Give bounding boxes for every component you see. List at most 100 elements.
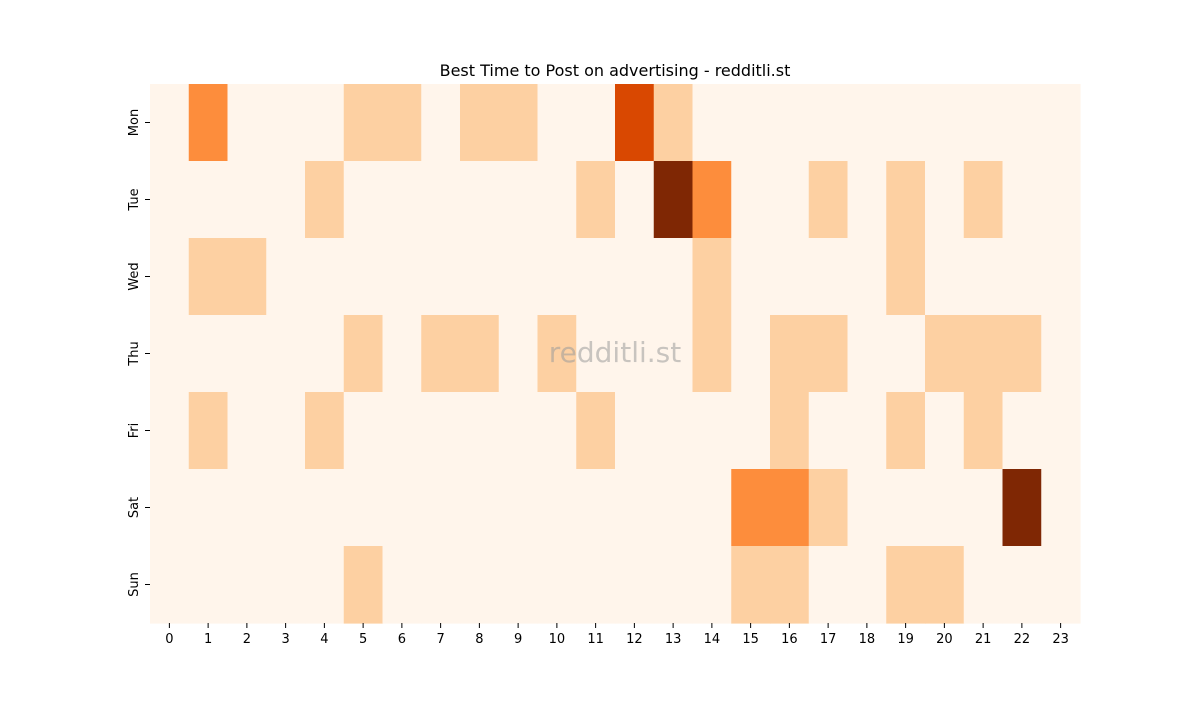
heatmap-cell-sat-6	[382, 469, 422, 547]
heatmap-cell-fri-7	[421, 392, 461, 470]
heatmap-cell-thu-1	[188, 315, 229, 393]
heatmap-cell-tue-2	[227, 161, 267, 239]
heatmap-cell-tue-20	[925, 161, 965, 239]
heatmap-cell-wed-12	[615, 238, 655, 316]
heatmap-cell-sun-7	[421, 546, 461, 624]
heatmap-cell-thu-0	[150, 315, 190, 393]
heatmap-cell-sat-18	[847, 469, 887, 547]
heatmap-cell-fri-1	[188, 392, 229, 470]
heatmap-cell-sun-12	[615, 546, 655, 624]
heatmap-cell-tue-18	[847, 161, 887, 239]
heatmap-cell-fri-18	[847, 392, 887, 470]
heatmap-cell-sat-21	[963, 469, 1004, 547]
heatmap-cell-thu-15	[731, 315, 771, 393]
heatmap-cell-sun-20	[925, 546, 965, 624]
x-tick-label: 10	[549, 632, 566, 647]
heatmap-cell-thu-11	[576, 315, 616, 393]
heatmap-cell-mon-22	[1002, 84, 1042, 162]
heatmap-cell-sun-13	[653, 546, 694, 624]
x-tick-label: 11	[587, 632, 604, 647]
heatmap-cell-mon-15	[731, 84, 771, 162]
heatmap-cell-thu-8	[460, 315, 500, 393]
x-axis: 0 1 2 3 4 5 6 7 8 9 10 11 12 13 14 15 16 17 18 19 20 21 22 23	[165, 623, 1069, 647]
heatmap-cell-fri-22	[1002, 392, 1042, 470]
heatmap-cell-mon-23	[1041, 84, 1081, 162]
heatmap-cell-wed-18	[847, 238, 887, 316]
x-tick-label: 2	[243, 632, 251, 647]
heatmap-cell-mon-13	[653, 84, 694, 162]
heatmap-cell-tue-22	[1002, 161, 1042, 239]
x-tick-label: 21	[975, 632, 992, 647]
y-tick-label: Wed	[127, 262, 142, 290]
y-tick-label: Tue	[127, 188, 142, 211]
heatmap-cell-tue-4	[305, 161, 345, 239]
heatmap-cell-sat-11	[576, 469, 616, 547]
heatmap-cell-tue-3	[266, 161, 306, 239]
heatmap-cell-tue-7	[421, 161, 461, 239]
heatmap-cell-tue-17	[808, 161, 849, 239]
heatmap-cell-thu-13	[653, 315, 694, 393]
heatmap-cell-tue-11	[576, 161, 616, 239]
heatmap-cell-thu-18	[847, 315, 887, 393]
heatmap-cell-mon-7	[421, 84, 461, 162]
heatmap-cell-thu-16	[770, 315, 810, 393]
heatmap-cell-sun-22	[1002, 546, 1042, 624]
heatmap-cell-tue-8	[460, 161, 500, 239]
heatmap-cell-sun-16	[770, 546, 810, 624]
heatmap-cell-thu-21	[963, 315, 1004, 393]
heatmap-cell-mon-16	[770, 84, 810, 162]
heatmap-cell-thu-17	[808, 315, 849, 393]
x-tick-label: 17	[820, 632, 837, 647]
heatmap-cell-wed-0	[150, 238, 190, 316]
heatmap-cell-fri-13	[653, 392, 694, 470]
heatmap-cell-thu-3	[266, 315, 306, 393]
heatmap-cell-mon-5	[343, 84, 384, 162]
heatmap-cell-sun-23	[1041, 546, 1081, 624]
y-tick-label: Sat	[127, 497, 142, 518]
heatmap-cell-sun-3	[266, 546, 306, 624]
heatmap-cell-mon-20	[925, 84, 965, 162]
heatmap-cell-wed-7	[421, 238, 461, 316]
heatmap-cell-sat-15	[731, 469, 771, 547]
x-tick-label: 9	[514, 632, 522, 647]
heatmap-cell-fri-8	[460, 392, 500, 470]
heatmap-cell-sun-17	[808, 546, 849, 624]
heatmap-cell-fri-23	[1041, 392, 1081, 470]
heatmap-cell-thu-5	[343, 315, 384, 393]
heatmap-cell-fri-6	[382, 392, 422, 470]
heatmap-cell-sat-8	[460, 469, 500, 547]
heatmap-cell-wed-3	[266, 238, 306, 316]
x-tick-label: 23	[1052, 632, 1069, 647]
heatmap-cell-thu-2	[227, 315, 267, 393]
heatmap-cell-tue-19	[886, 161, 926, 239]
heatmap-cell-wed-23	[1041, 238, 1081, 316]
heatmap-cell-sat-10	[537, 469, 577, 547]
x-tick-label: 14	[704, 632, 721, 647]
x-tick-label: 4	[320, 632, 328, 647]
heatmap-cell-mon-9	[498, 84, 539, 162]
y-tick-label: Sun	[127, 572, 142, 597]
heatmap-cell-mon-17	[808, 84, 849, 162]
heatmap-cell-tue-0	[150, 161, 190, 239]
heatmap-cell-mon-1	[188, 84, 229, 162]
heatmap-cell-tue-9	[498, 161, 539, 239]
heatmap-cell-sat-3	[266, 469, 306, 547]
x-tick-label: 12	[626, 632, 643, 647]
heatmap-cell-fri-3	[266, 392, 306, 470]
x-tick-label: 1	[204, 632, 212, 647]
heatmap-cell-fri-21	[963, 392, 1004, 470]
heatmap-cell-sat-23	[1041, 469, 1081, 547]
heatmap-cell-mon-18	[847, 84, 887, 162]
x-tick-label: 15	[742, 632, 759, 647]
heatmap-cell-sat-7	[421, 469, 461, 547]
heatmap-cell-tue-14	[692, 161, 732, 239]
heatmap-cell-sat-19	[886, 469, 926, 547]
heatmap-cell-wed-10	[537, 238, 577, 316]
y-tick-label: Mon	[127, 109, 142, 136]
heatmap-cell-sun-2	[227, 546, 267, 624]
y-tick-label: Fri	[127, 423, 142, 439]
x-tick-label: 5	[359, 632, 367, 647]
heatmap-cell-fri-20	[925, 392, 965, 470]
heatmap-cell-fri-16	[770, 392, 810, 470]
